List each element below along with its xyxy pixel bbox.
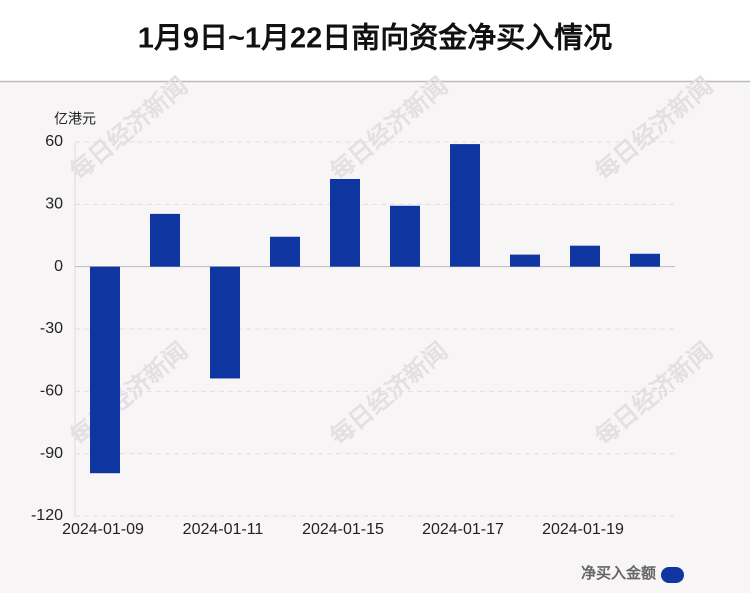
bar (210, 266, 240, 379)
bar (510, 254, 540, 267)
bar (630, 253, 660, 267)
x-tick-label: 2024-01-09 (62, 521, 144, 538)
x-tick-label: 2024-01-19 (542, 521, 624, 538)
bar (570, 245, 600, 267)
bar (390, 205, 420, 267)
y-unit: 亿港元 (54, 111, 96, 127)
y-tick-label: -60 (40, 383, 63, 400)
chart-title: 1月9日~1月22日南向资金净买入情况 (138, 21, 613, 55)
y-tick-label: 60 (45, 133, 63, 150)
x-tick-label: 2024-01-11 (183, 521, 264, 538)
bar (330, 178, 360, 267)
y-tick-label: -120 (31, 507, 63, 524)
y-tick-label: -30 (40, 320, 63, 337)
bar (90, 266, 120, 474)
y-tick-label: 0 (54, 258, 63, 275)
bar (150, 213, 180, 267)
bar (270, 236, 300, 267)
header (0, 0, 750, 81)
legend-swatch (661, 567, 684, 583)
legend-label: 净买入金额 (581, 564, 656, 582)
x-tick-label: 2024-01-17 (422, 521, 504, 538)
y-tick-label: -90 (40, 445, 63, 462)
y-tick-label: 30 (45, 196, 63, 213)
x-tick-label: 2024-01-15 (302, 521, 384, 538)
bar (450, 144, 480, 267)
